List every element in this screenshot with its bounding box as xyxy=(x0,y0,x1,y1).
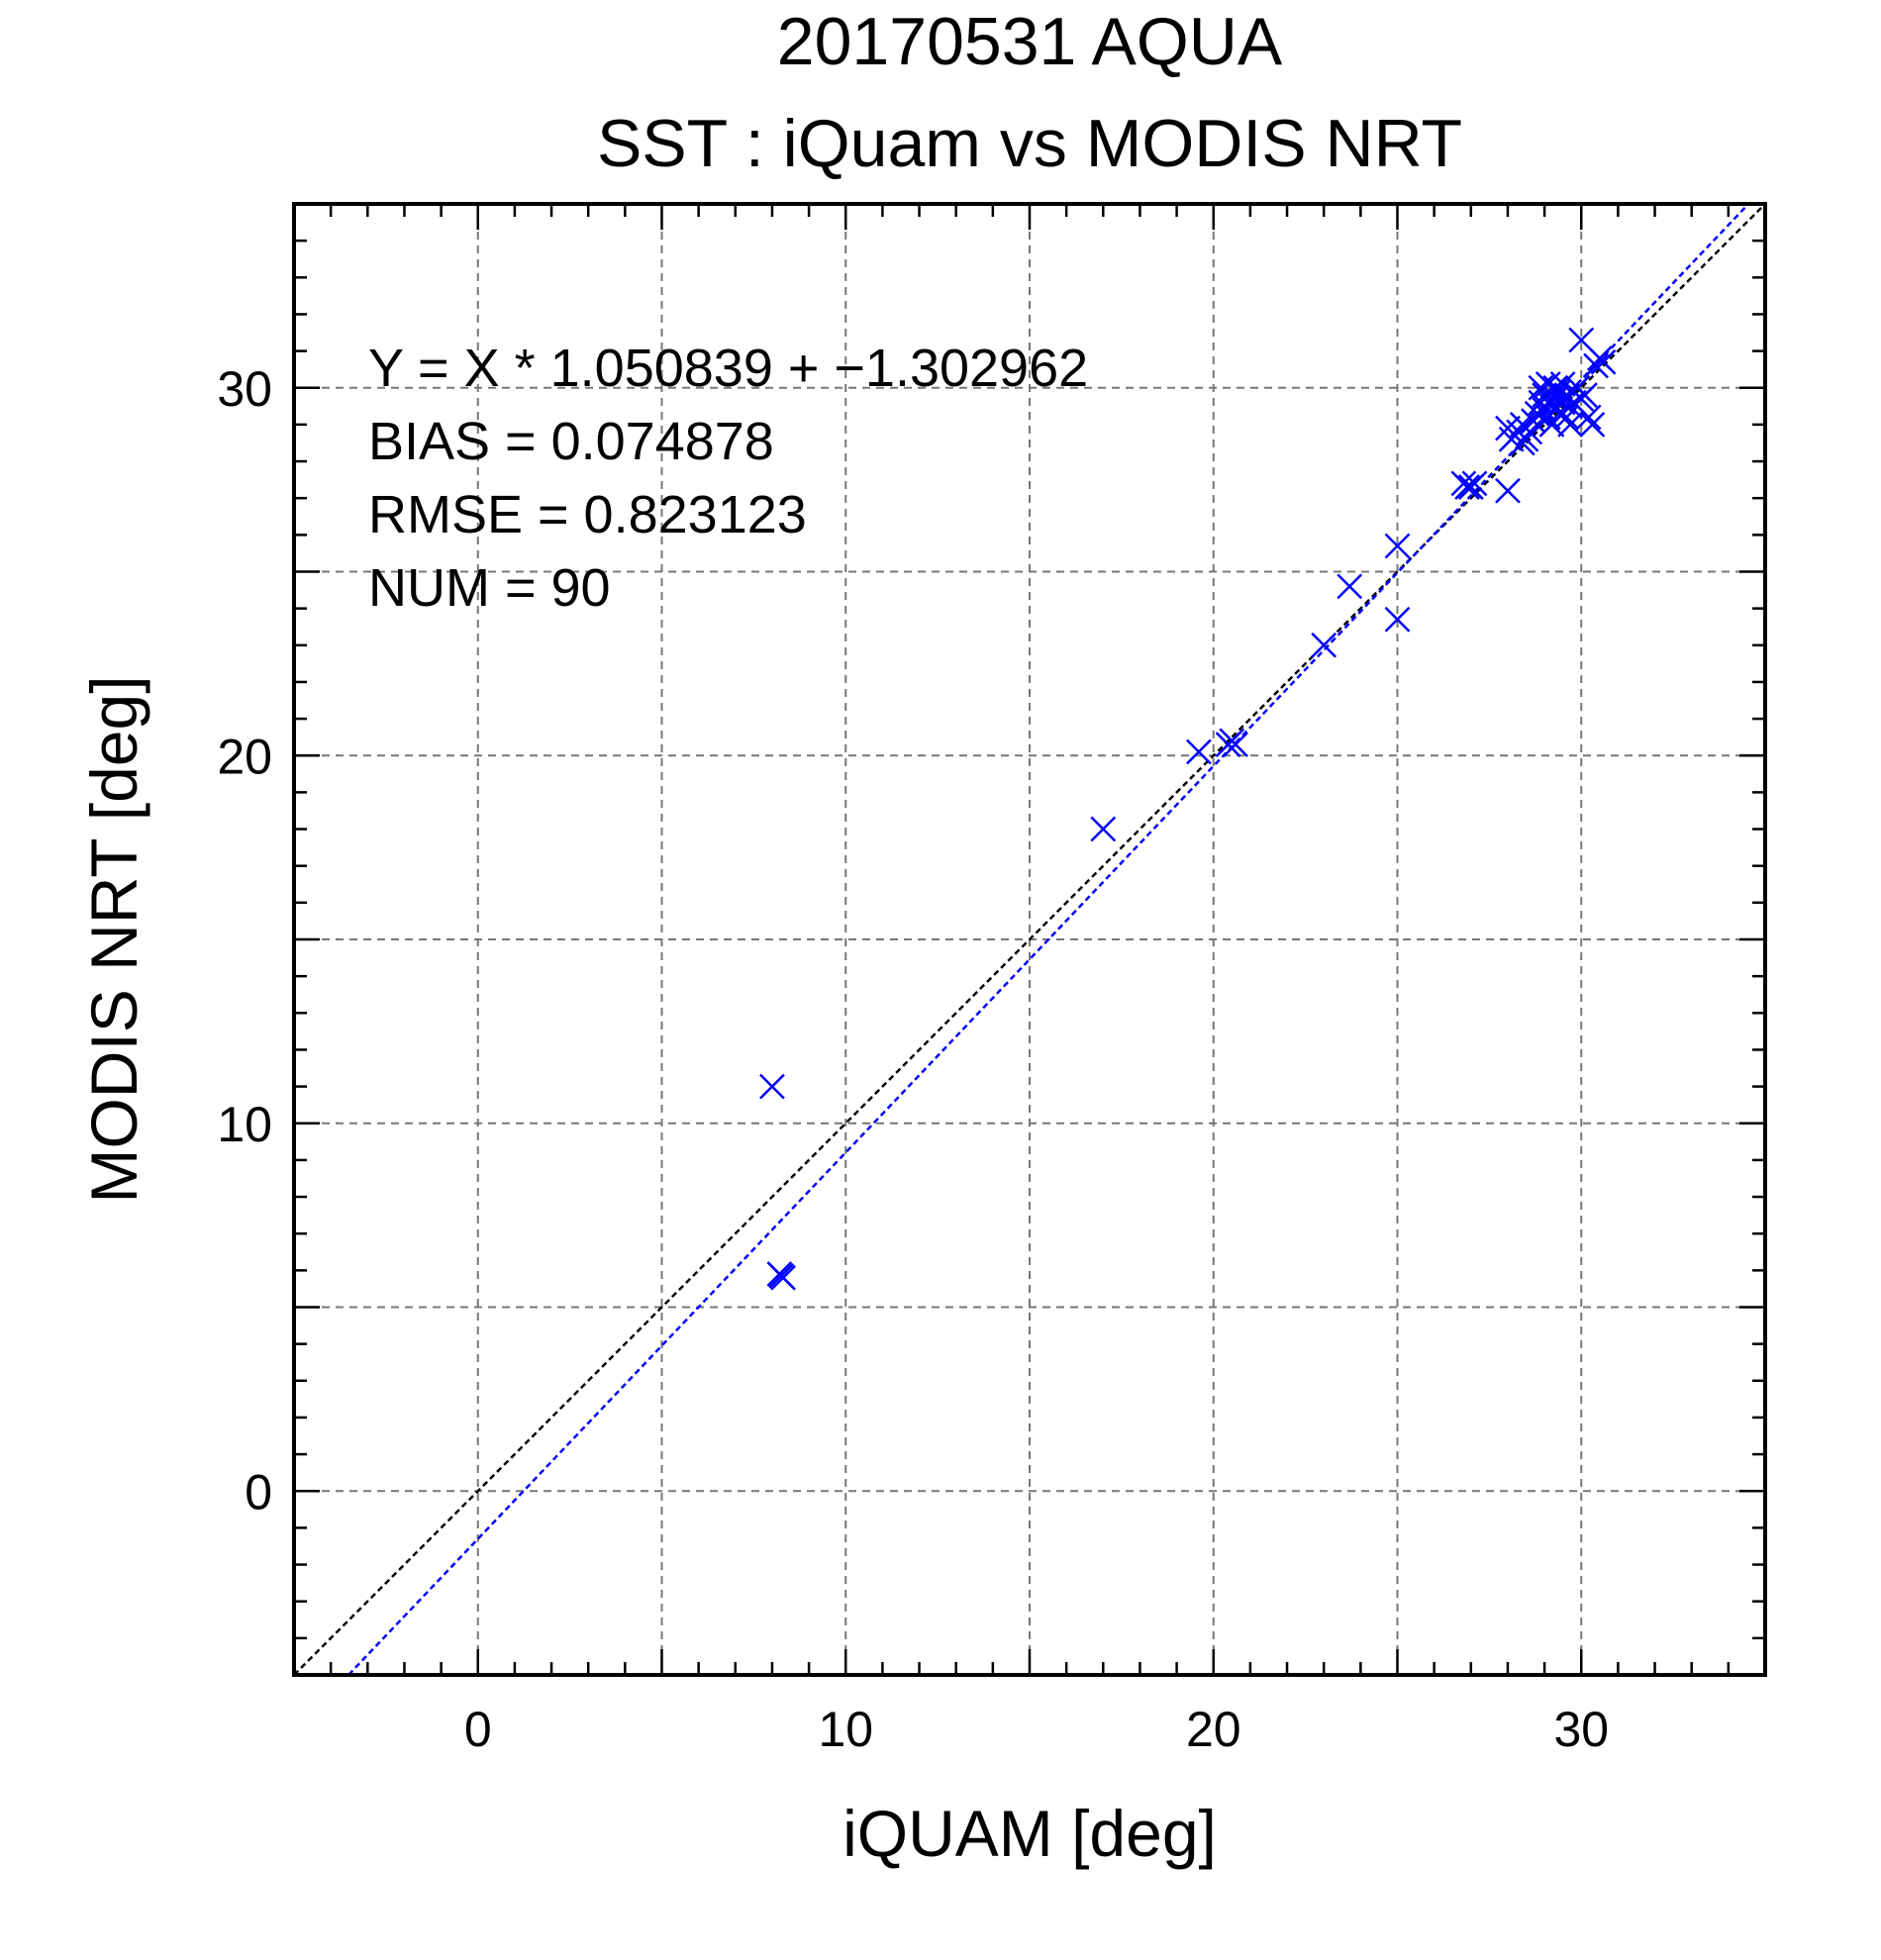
data-points xyxy=(759,327,1617,1291)
bias-value: BIAS = 0.074878 xyxy=(368,412,774,471)
data-point xyxy=(1579,412,1606,438)
data-point xyxy=(1513,426,1539,452)
data-point xyxy=(1495,477,1521,504)
data-point xyxy=(1223,732,1248,757)
x-tick-label: 30 xyxy=(1553,1702,1609,1757)
x-axis-label: iQUAM [deg] xyxy=(842,1797,1217,1870)
y-tick-label: 0 xyxy=(245,1464,272,1519)
x-tick-label: 10 xyxy=(818,1702,873,1757)
data-point xyxy=(1590,348,1617,375)
data-point xyxy=(1384,533,1411,559)
chart-subtitle: SST : iQuam vs MODIS NRT xyxy=(597,106,1462,181)
stats-box: Y = X * 1.050839 + −1.302962 BIAS = 0.07… xyxy=(368,339,1088,618)
data-point xyxy=(768,1263,795,1289)
data-point xyxy=(1575,404,1602,431)
data-point xyxy=(1583,352,1609,379)
regression-line xyxy=(347,203,1750,1676)
x-tick-label: 20 xyxy=(1186,1702,1241,1757)
axis-ticks xyxy=(292,202,1767,1677)
y-tick-label: 10 xyxy=(217,1097,272,1152)
data-point xyxy=(1336,573,1363,600)
data-point xyxy=(1186,738,1212,765)
data-point xyxy=(1454,474,1480,500)
chart-title: 20170531 AQUA xyxy=(777,4,1283,79)
plot-frame xyxy=(292,202,1767,1677)
data-point xyxy=(1090,816,1117,842)
y-axis-label: MODIS NRT [deg] xyxy=(77,675,150,1203)
y-tick-label: 30 xyxy=(217,361,272,417)
data-point xyxy=(1461,470,1488,497)
regression-equation: Y = X * 1.050839 + −1.302962 xyxy=(368,339,1088,398)
data-point xyxy=(1311,632,1337,658)
x-tick-label: 0 xyxy=(464,1702,492,1757)
data-point xyxy=(1557,412,1583,438)
data-point xyxy=(1572,382,1598,409)
data-point xyxy=(1384,606,1411,633)
y-tick-label: 20 xyxy=(217,729,272,784)
data-point xyxy=(759,1073,785,1100)
num-value: NUM = 90 xyxy=(368,558,611,618)
rmse-value: RMSE = 0.823123 xyxy=(368,485,807,544)
tick-labels: 0 10 20 30 0 10 20 30 xyxy=(217,361,1609,1757)
